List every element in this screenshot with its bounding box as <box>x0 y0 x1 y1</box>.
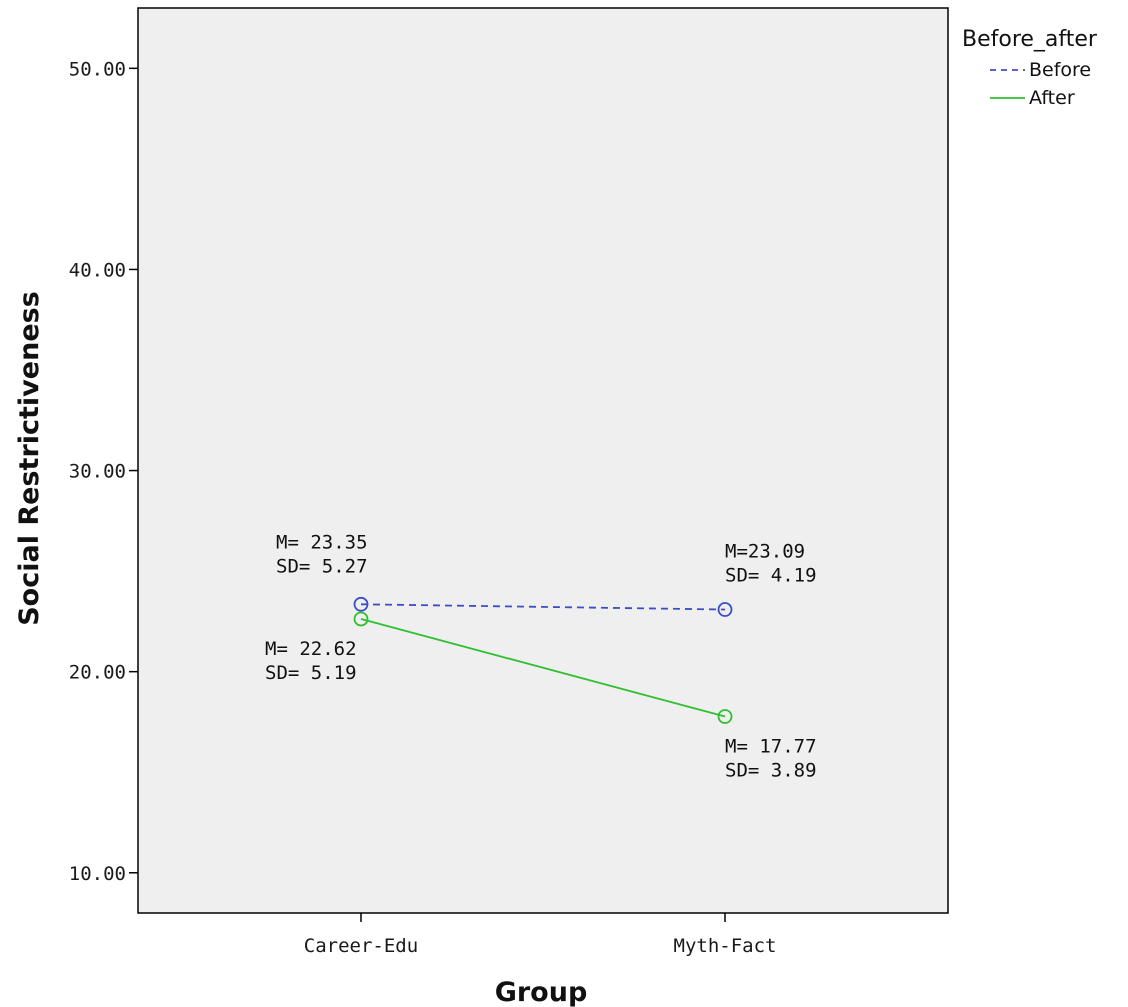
annotation-after: M= 22.62 <box>265 638 357 660</box>
annotation-before: M= 23.35 <box>276 531 368 553</box>
y-tick-label: 40.00 <box>69 259 126 281</box>
x-tick-label: Myth-Fact <box>674 935 777 957</box>
x-tick-label: Career-Edu <box>304 935 418 957</box>
legend-label-after: After <box>1029 87 1075 109</box>
series-line-after <box>360 618 726 718</box>
legend-title: Before_after <box>962 27 1098 52</box>
data-point-before <box>717 602 733 617</box>
annotation-after: SD= 3.89 <box>725 760 817 782</box>
y-tick-label: 30.00 <box>69 461 126 483</box>
y-tick-label: 50.00 <box>69 58 126 80</box>
x-axis: Career-Edu Myth-Fact <box>304 913 777 957</box>
y-tick-label: 20.00 <box>69 662 126 684</box>
legend-label-before: Before <box>1029 59 1091 81</box>
annotation-after: M= 17.77 <box>725 736 817 758</box>
annotation-before: SD= 4.19 <box>725 565 817 587</box>
plot-area <box>137 7 949 914</box>
x-axis-title: Group <box>495 977 588 1007</box>
data-point-after <box>353 611 369 627</box>
series-line-before <box>360 603 726 611</box>
data-point-after <box>717 709 733 724</box>
y-tick-label: 10.00 <box>69 863 126 885</box>
series-layer <box>353 596 733 724</box>
annotation-before: SD= 5.27 <box>276 555 368 577</box>
y-axis: 10.00 20.00 30.00 40.00 50.00 <box>69 58 138 885</box>
y-axis-title: Social Restrictiveness <box>14 291 45 626</box>
data-point-before <box>353 596 369 612</box>
annotation-before: M=23.09 <box>725 541 805 563</box>
annotation-after: SD= 5.19 <box>265 662 357 684</box>
legend: Before_after Before After <box>962 27 1098 109</box>
